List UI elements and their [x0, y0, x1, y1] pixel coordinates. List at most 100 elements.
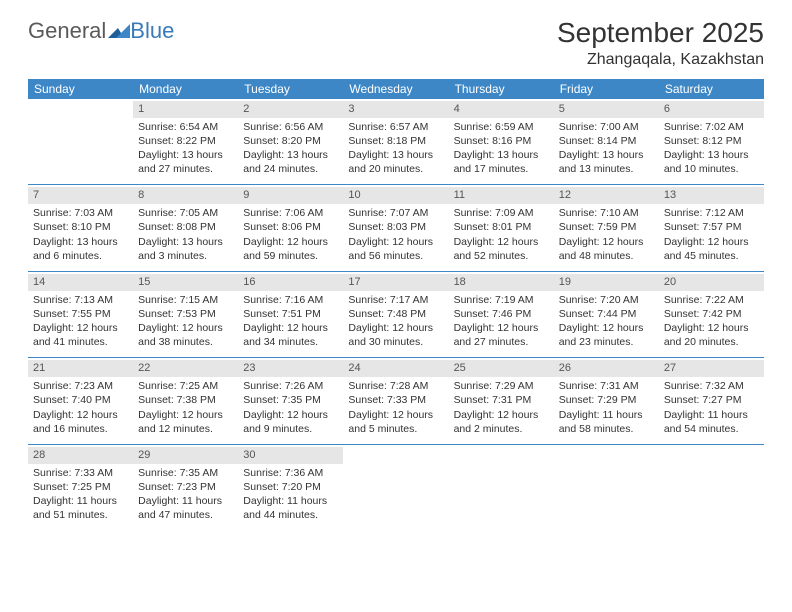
day-cell: 8 Sunrise: 7:05 AMSunset: 8:08 PMDaylight…: [133, 185, 238, 271]
day-cell: 27Sunrise: 7:32 AMSunset: 7:27 PMDayligh…: [659, 358, 764, 444]
day-cell: 12 Sunrise: 7:10 AMSunset: 7:59 PMDayligh…: [554, 185, 659, 271]
day-number: 1: [133, 101, 238, 118]
day-cell: 6 Sunrise: 7:02 AMSunset: 8:12 PMDaylight…: [659, 99, 764, 185]
day-number: 21: [28, 360, 133, 377]
day-cell: 24 Sunrise: 7:28 AMSunset: 7:33 PMDayligh…: [343, 358, 448, 444]
day-cell: 19Sunrise: 7:20 AMSunset: 7:44 PMDayligh…: [554, 272, 659, 358]
day-cell: 17 Sunrise: 7:17 AMSunset: 7:48 PMDayligh…: [343, 272, 448, 358]
day-cell: 20Sunrise: 7:22 AMSunset: 7:42 PMDayligh…: [659, 272, 764, 358]
col-thu: Thursday: [449, 79, 554, 99]
day-details: Sunrise: 6:57 AMSunset: 8:18 PMDaylight:…: [346, 120, 445, 177]
day-details: Sunrise: 7:06 AMSunset: 8:06 PMDaylight:…: [241, 206, 340, 263]
day-details: Sunrise: 7:02 AMSunset: 8:12 PMDaylight:…: [662, 120, 761, 177]
day-cell: 25 Sunrise: 7:29 AMSunset: 7:31 PMDayligh…: [449, 358, 554, 444]
day-cell: 4 Sunrise: 6:59 AMSunset: 8:16 PMDaylight…: [449, 99, 554, 185]
day-cell: 26 Sunrise: 7:31 AMSunset: 7:29 PMDayligh…: [554, 358, 659, 444]
day-cell: 16Sunrise: 7:16 AMSunset: 7:51 PMDayligh…: [238, 272, 343, 358]
day-cell: 14 Sunrise: 7:13 AMSunset: 7:55 PMDayligh…: [28, 272, 133, 358]
week-row: 28Sunrise: 7:33 AMSunset: 7:25 PMDayligh…: [28, 445, 764, 531]
day-details: Sunrise: 7:03 AMSunset: 8:10 PMDaylight:…: [31, 206, 130, 263]
day-number: 6: [659, 101, 764, 118]
day-number: 29: [133, 447, 238, 464]
day-cell: 15Sunrise: 7:15 AMSunset: 7:53 PMDayligh…: [133, 272, 238, 358]
col-sun: Sunday: [28, 79, 133, 99]
day-details: Sunrise: 7:07 AMSunset: 8:03 PMDaylight:…: [346, 206, 445, 263]
day-number: 13: [659, 187, 764, 204]
day-details: Sunrise: 7:26 AMSunset: 7:35 PMDaylight:…: [241, 379, 340, 436]
week-row: 21 Sunrise: 7:23 AMSunset: 7:40 PMDayligh…: [28, 358, 764, 444]
day-details: Sunrise: 7:00 AMSunset: 8:14 PMDaylight:…: [557, 120, 656, 177]
day-cell: [554, 445, 659, 531]
day-details: Sunrise: 7:16 AMSunset: 7:51 PMDaylight:…: [241, 293, 340, 350]
day-cell: 28Sunrise: 7:33 AMSunset: 7:25 PMDayligh…: [28, 445, 133, 531]
day-number: 12: [554, 187, 659, 204]
day-details: Sunrise: 7:17 AMSunset: 7:48 PMDaylight:…: [346, 293, 445, 350]
day-details: Sunrise: 7:13 AMSunset: 7:55 PMDaylight:…: [31, 293, 130, 350]
day-details: Sunrise: 7:25 AMSunset: 7:38 PMDaylight:…: [136, 379, 235, 436]
week-row: 14 Sunrise: 7:13 AMSunset: 7:55 PMDayligh…: [28, 272, 764, 358]
week-row: 1 Sunrise: 6:54 AMSunset: 8:22 PMDaylight…: [28, 99, 764, 185]
day-details: Sunrise: 7:28 AMSunset: 7:33 PMDaylight:…: [346, 379, 445, 436]
header: General Blue September 2025 Zhangaqala, …: [28, 18, 764, 69]
col-fri: Friday: [554, 79, 659, 99]
day-cell: 5 Sunrise: 7:00 AMSunset: 8:14 PMDaylight…: [554, 99, 659, 185]
day-cell: 18 Sunrise: 7:19 AMSunset: 7:46 PMDayligh…: [449, 272, 554, 358]
day-cell: 2 Sunrise: 6:56 AMSunset: 8:20 PMDaylight…: [238, 99, 343, 185]
day-details: Sunrise: 7:23 AMSunset: 7:40 PMDaylight:…: [31, 379, 130, 436]
day-cell: 30Sunrise: 7:36 AMSunset: 7:20 PMDayligh…: [238, 445, 343, 531]
day-number: 24: [343, 360, 448, 377]
title-block: September 2025 Zhangaqala, Kazakhstan: [557, 18, 764, 69]
day-number: 14: [28, 274, 133, 291]
day-cell: 13Sunrise: 7:12 AMSunset: 7:57 PMDayligh…: [659, 185, 764, 271]
day-number: 8: [133, 187, 238, 204]
day-number: 30: [238, 447, 343, 464]
day-number: 2: [238, 101, 343, 118]
calendar-table: Sunday Monday Tuesday Wednesday Thursday…: [28, 79, 764, 531]
day-details: Sunrise: 7:33 AMSunset: 7:25 PMDaylight:…: [31, 466, 130, 523]
col-sat: Saturday: [659, 79, 764, 99]
day-details: Sunrise: 7:31 AMSunset: 7:29 PMDaylight:…: [557, 379, 656, 436]
day-number: 7: [28, 187, 133, 204]
day-cell: 11Sunrise: 7:09 AMSunset: 8:01 PMDayligh…: [449, 185, 554, 271]
day-cell: 23 Sunrise: 7:26 AMSunset: 7:35 PMDayligh…: [238, 358, 343, 444]
day-cell: 1 Sunrise: 6:54 AMSunset: 8:22 PMDaylight…: [133, 99, 238, 185]
day-details: Sunrise: 7:29 AMSunset: 7:31 PMDaylight:…: [452, 379, 551, 436]
day-number: 20: [659, 274, 764, 291]
day-cell: [28, 99, 133, 185]
day-details: Sunrise: 7:05 AMSunset: 8:08 PMDaylight:…: [136, 206, 235, 263]
day-cell: [449, 445, 554, 531]
day-number: 15: [133, 274, 238, 291]
day-number: 25: [449, 360, 554, 377]
day-details: Sunrise: 7:35 AMSunset: 7:23 PMDaylight:…: [136, 466, 235, 523]
logo-text-2: Blue: [130, 18, 174, 44]
day-cell: 10 Sunrise: 7:07 AMSunset: 8:03 PMDayligh…: [343, 185, 448, 271]
day-cell: 22 Sunrise: 7:25 AMSunset: 7:38 PMDayligh…: [133, 358, 238, 444]
day-number: 17: [343, 274, 448, 291]
day-cell: 9 Sunrise: 7:06 AMSunset: 8:06 PMDaylight…: [238, 185, 343, 271]
day-number: 4: [449, 101, 554, 118]
day-number: 9: [238, 187, 343, 204]
day-header-row: Sunday Monday Tuesday Wednesday Thursday…: [28, 79, 764, 99]
col-wed: Wednesday: [343, 79, 448, 99]
day-details: Sunrise: 7:10 AMSunset: 7:59 PMDaylight:…: [557, 206, 656, 263]
logo-text-1: General: [28, 18, 106, 44]
calendar-page: General Blue September 2025 Zhangaqala, …: [0, 0, 792, 548]
day-cell: 21 Sunrise: 7:23 AMSunset: 7:40 PMDayligh…: [28, 358, 133, 444]
page-title: September 2025: [557, 18, 764, 49]
logo-icon: [108, 18, 130, 44]
day-number: 26: [554, 360, 659, 377]
day-details: Sunrise: 6:59 AMSunset: 8:16 PMDaylight:…: [452, 120, 551, 177]
day-number: 19: [554, 274, 659, 291]
day-number: 5: [554, 101, 659, 118]
day-details: Sunrise: 7:19 AMSunset: 7:46 PMDaylight:…: [452, 293, 551, 350]
logo: General Blue: [28, 18, 174, 44]
day-details: Sunrise: 6:56 AMSunset: 8:20 PMDaylight:…: [241, 120, 340, 177]
day-details: Sunrise: 6:54 AMSunset: 8:22 PMDaylight:…: [136, 120, 235, 177]
day-number: 10: [343, 187, 448, 204]
day-number: 22: [133, 360, 238, 377]
day-details: Sunrise: 7:09 AMSunset: 8:01 PMDaylight:…: [452, 206, 551, 263]
location: Zhangaqala, Kazakhstan: [557, 51, 764, 69]
day-cell: 29 Sunrise: 7:35 AMSunset: 7:23 PMDayligh…: [133, 445, 238, 531]
day-number: 18: [449, 274, 554, 291]
day-number: 23: [238, 360, 343, 377]
